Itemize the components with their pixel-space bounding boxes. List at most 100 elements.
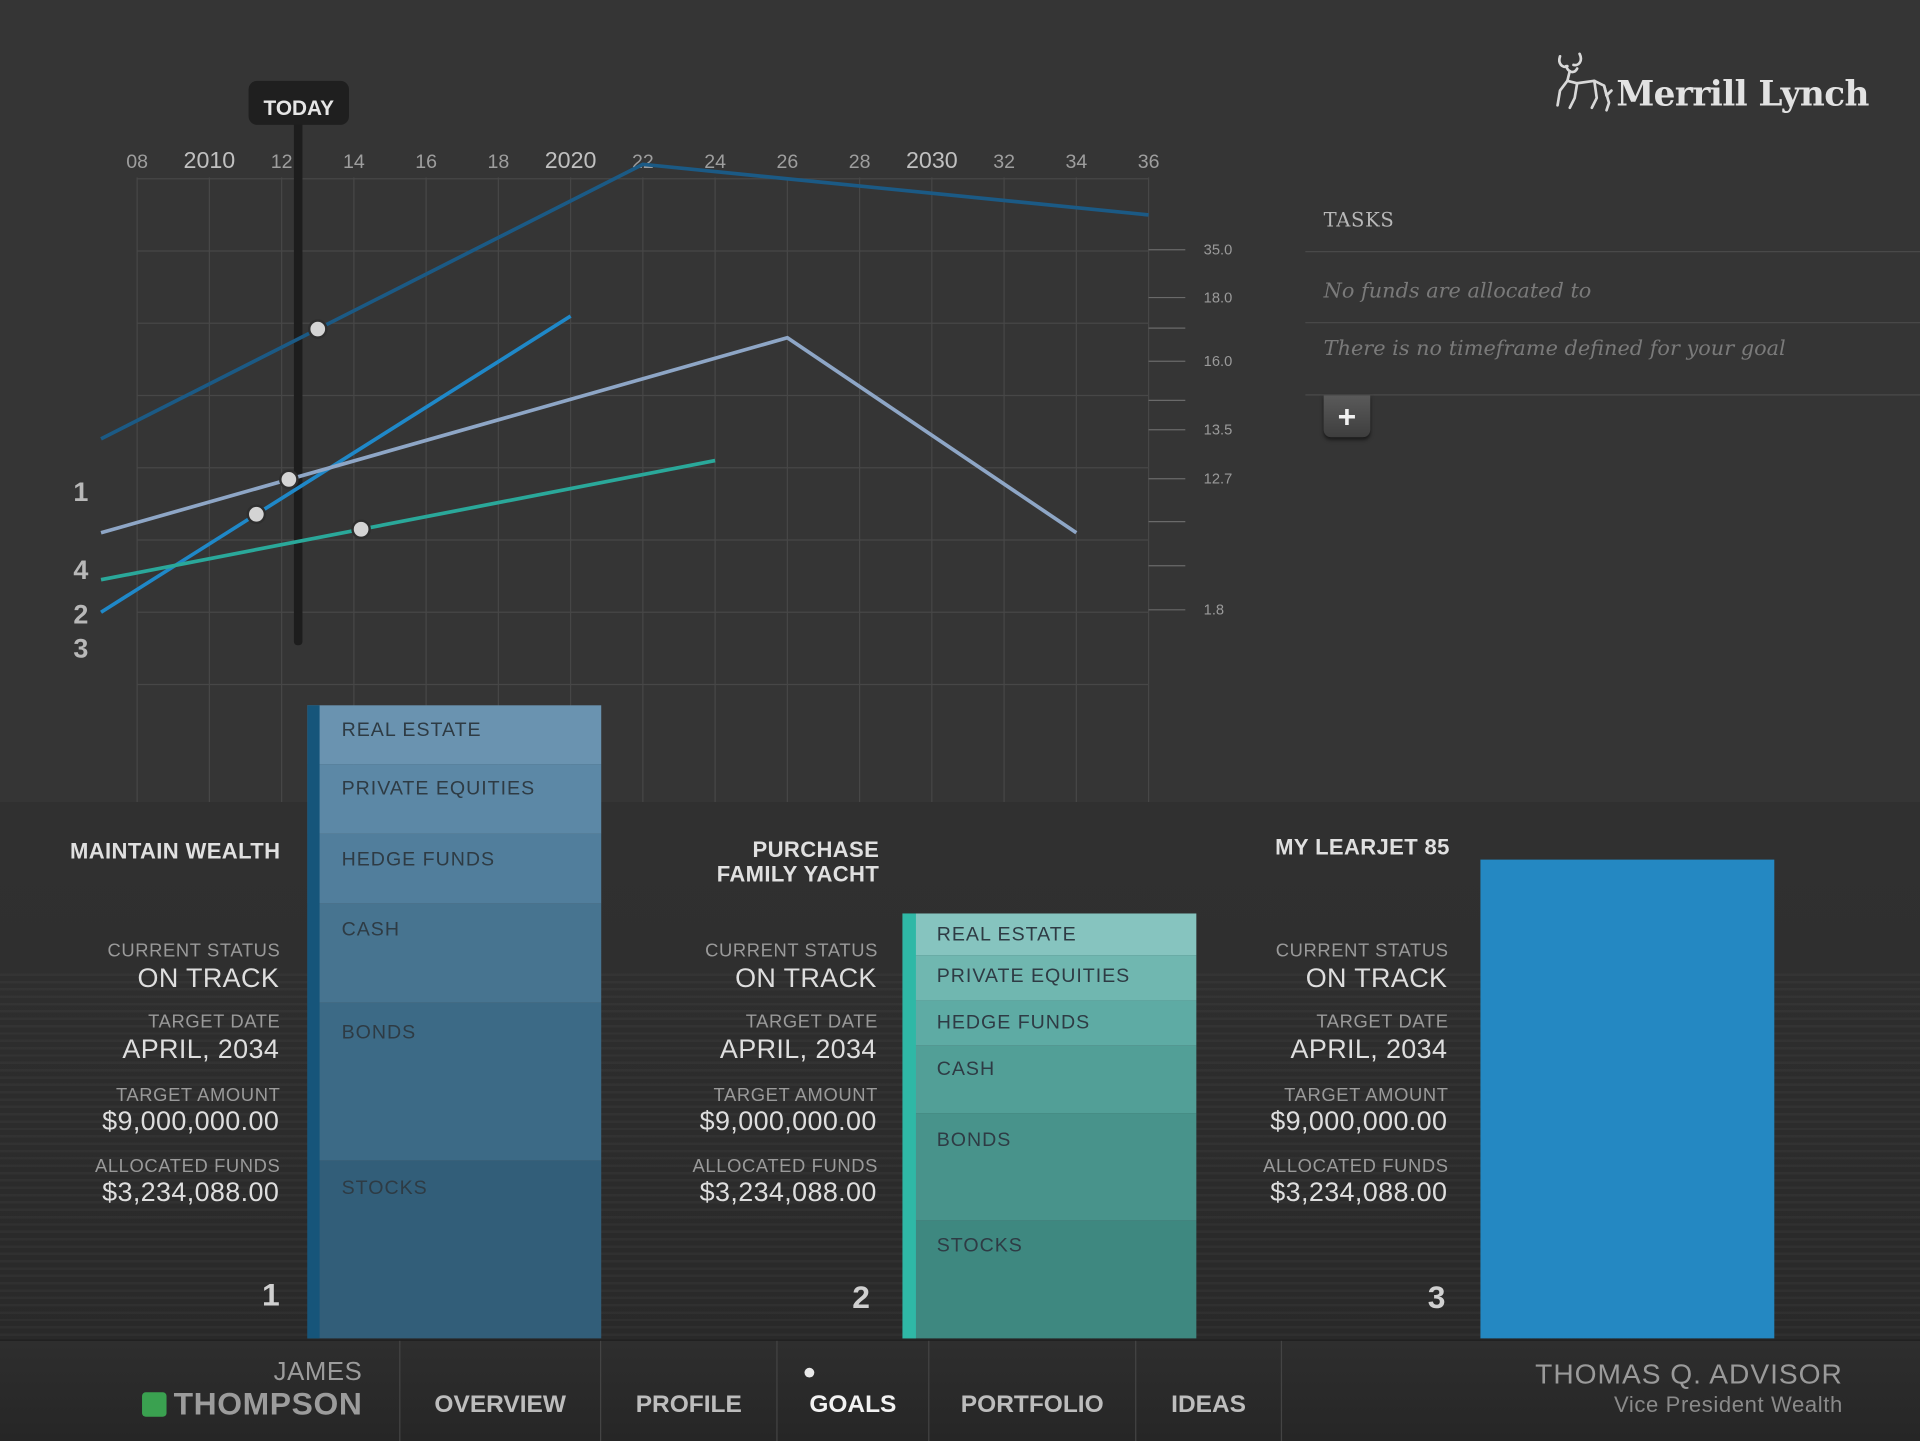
allocation-bar-3[interactable] (1480, 859, 1775, 1339)
today-marker[interactable]: TODAY (248, 80, 349, 646)
x-tick-label: 16 (415, 151, 437, 173)
allocation-cash[interactable]: CASH (902, 1045, 1197, 1114)
x-tick-label: 28 (849, 151, 871, 173)
user-first-name: JAMES (273, 1357, 363, 1387)
advisor-name[interactable]: THOMAS Q. ADVISOR (1535, 1357, 1843, 1390)
allocation-private-equities[interactable]: PRIVATE EQUITIES (902, 955, 1197, 1001)
target-date-label: TARGET DATE (745, 1011, 878, 1033)
nav-separator (1280, 1340, 1283, 1441)
goal-title-line: FAMILY YACHT (716, 862, 880, 887)
allocation-label: HEDGE FUNDS (936, 1012, 1091, 1034)
tasks-divider (1305, 394, 1920, 396)
goal-title-line: PURCHASE (752, 837, 880, 863)
nav-separator (1135, 1340, 1137, 1441)
goal-marker-3 (246, 504, 267, 525)
bull-icon (1556, 52, 1613, 112)
allocation-private-equities[interactable]: PRIVATE EQUITIES (307, 764, 602, 834)
user-status-indicator (142, 1392, 167, 1417)
goal-number: 1 (262, 1275, 280, 1313)
allocated-funds-value: $3,234,088.00 (699, 1176, 877, 1208)
right-axis-label: 13.5 (1204, 423, 1233, 439)
right-axis-label: 18.0 (1204, 290, 1233, 306)
allocation-real-estate[interactable]: REAL ESTATE (902, 913, 1197, 956)
task-item[interactable]: No funds are allocated to (1323, 279, 1592, 304)
nav-overview[interactable]: OVERVIEW (400, 1341, 600, 1441)
goal-title: MY LEARJET 85 (1275, 835, 1450, 860)
goal-lines (100, 162, 1149, 614)
x-tick-label: 18 (487, 151, 509, 173)
bottom-nav: JAMES THOMPSON OVERVIEW PROFILE GOALS PO… (0, 1339, 1920, 1441)
right-axis-label: 1.8 (1204, 603, 1224, 619)
allocation-label: STOCKS (341, 1177, 428, 1199)
nav-separator (928, 1340, 930, 1441)
x-tick-label: 14 (343, 151, 365, 173)
target-amount-value: $9,000,000.00 (699, 1105, 877, 1137)
tasks-divider (1305, 251, 1920, 253)
target-amount-value: $9,000,000.00 (102, 1105, 280, 1137)
x-tick-label: 36 (1138, 151, 1160, 173)
target-amount-label: TARGET AMOUNT (713, 1084, 878, 1106)
allocation-hedge-funds[interactable]: HEDGE FUNDS (902, 1000, 1197, 1046)
allocation-stocks[interactable]: STOCKS (307, 1160, 602, 1339)
allocation-bonds[interactable]: BONDS (902, 1113, 1197, 1221)
goal-line-label: 3 (73, 634, 88, 664)
allocation-label: CASH (341, 919, 400, 941)
target-date-label: TARGET DATE (1316, 1011, 1449, 1033)
goal-line-1 (100, 162, 1149, 441)
nav-label: GOALS (809, 1391, 897, 1418)
status-label: CURRENT STATUS (107, 940, 281, 962)
today-badge (248, 80, 349, 125)
allocation-stocks[interactable]: STOCKS (902, 1220, 1197, 1339)
x-tick-label: 24 (704, 151, 726, 173)
task-item[interactable]: There is no timeframe defined for your g… (1323, 336, 1786, 362)
allocation-label: HEDGE FUNDS (341, 849, 496, 871)
nav-separator (776, 1340, 778, 1441)
allocation-bonds[interactable]: BONDS (307, 1002, 602, 1161)
goal-line-label: 4 (73, 555, 88, 585)
brand-logo: Merrill Lynch (1553, 49, 1869, 118)
goal-title: PURCHASE FAMILY YACHT (717, 838, 879, 887)
nav-ideas[interactable]: IDEAS (1136, 1341, 1280, 1441)
nav-portfolio[interactable]: PORTFOLIO (929, 1341, 1135, 1441)
allocation-real-estate[interactable]: REAL ESTATE (307, 705, 602, 765)
allocated-funds-label: ALLOCATED FUNDS (1263, 1155, 1449, 1177)
allocation-label: BONDS (341, 1022, 417, 1044)
add-task-button[interactable]: + (1323, 395, 1371, 438)
today-label: TODAY (264, 97, 335, 120)
goal-marker-4 (279, 469, 299, 490)
goal-marker-2 (351, 519, 371, 540)
allocated-funds-label: ALLOCATED FUNDS (692, 1155, 878, 1177)
allocation-bar-2[interactable]: REAL ESTATE PRIVATE EQUITIES HEDGE FUNDS… (902, 913, 1197, 1339)
active-indicator-dot (804, 1367, 815, 1378)
bar-edge (902, 913, 916, 1339)
allocation-hedge-funds[interactable]: HEDGE FUNDS (307, 833, 602, 904)
today-line (293, 116, 303, 646)
goal-line-labels: 1 4 2 3 (73, 477, 88, 664)
allocation-cash[interactable]: CASH (307, 903, 602, 1003)
allocation-label: REAL ESTATE (936, 924, 1077, 946)
goal-marker-1 (307, 319, 328, 339)
x-tick-label: 08 (126, 151, 148, 173)
allocation-label: PRIVATE EQUITIES (341, 778, 536, 800)
nav-profile[interactable]: PROFILE (601, 1341, 776, 1441)
advisor-title: Vice President Wealth (1613, 1392, 1843, 1417)
allocation-label: BONDS (936, 1130, 1012, 1152)
x-tick-label: 34 (1065, 151, 1087, 173)
x-tick-label: 2010 (184, 147, 236, 173)
allocation-bar-1[interactable]: REAL ESTATE PRIVATE EQUITIES HEDGE FUNDS… (307, 705, 602, 1339)
status-label: CURRENT STATUS (1275, 940, 1449, 962)
x-tick-label: 2030 (906, 147, 958, 173)
allocation-label: PRIVATE EQUITIES (936, 966, 1131, 987)
x-axis-labels: 08 2010 12 14 16 18 2020 22 24 26 28 2030 32 34 36 (126, 147, 1159, 173)
goals-timeline-chart: 35.018.016.013.512.71.8 08 2010 12 14 16 18 20… (73, 80, 1233, 803)
allocation-label: STOCKS (936, 1235, 1023, 1257)
x-tick-label: 2020 (545, 147, 597, 173)
status-value: ON TRACK (1305, 962, 1448, 994)
right-axis-label: 35.0 (1204, 243, 1233, 259)
user-last-name[interactable]: THOMPSON (173, 1384, 363, 1422)
target-amount-value: $9,000,000.00 (1270, 1105, 1448, 1137)
right-axis-label: 12.7 (1204, 472, 1233, 488)
nav-goals[interactable]: GOALS (778, 1341, 929, 1441)
allocated-funds-value: $3,234,088.00 (1270, 1176, 1448, 1208)
nav-label: PORTFOLIO (960, 1391, 1104, 1418)
